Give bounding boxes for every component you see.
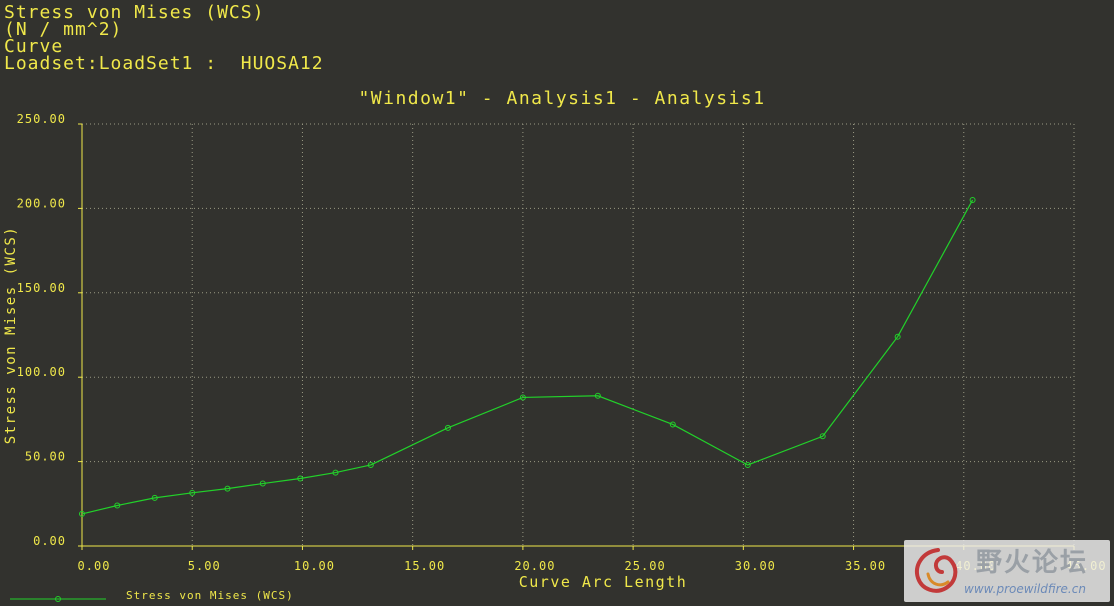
watermark-url: www.proewildfire.cn <box>964 582 1086 596</box>
data-point <box>332 469 339 476</box>
grid-lines <box>82 123 1075 546</box>
data-point <box>151 494 158 501</box>
result-quantity-label: Stress von Mises (WCS) <box>4 2 265 23</box>
data-point <box>224 485 231 492</box>
data-point <box>259 480 266 487</box>
series-layer <box>79 196 976 517</box>
x-tick-label: 30.00 <box>735 559 776 573</box>
legend: Stress von Mises (WCS) <box>10 589 294 602</box>
x-tick-label: 25.00 <box>625 559 666 573</box>
data-point <box>819 433 826 440</box>
y-tick-label: 0.00 <box>33 534 66 548</box>
tick-labels: 0.005.0010.0015.0020.0025.0030.0035.0040… <box>17 112 1106 573</box>
data-point <box>519 394 526 401</box>
y-tick-label: 100.00 <box>17 365 66 379</box>
chart-title: "Window1" - Analysis1 - Analysis1 <box>358 88 765 109</box>
series-line <box>81 199 974 515</box>
y-tick-label: 150.00 <box>17 281 66 295</box>
x-tick-label: 0.00 <box>78 559 111 573</box>
x-axis-label: Curve Arc Length <box>519 573 688 591</box>
legend-label: Stress von Mises (WCS) <box>126 589 294 602</box>
data-point <box>297 475 304 482</box>
watermark-forum-name: 野火论坛 <box>976 548 1089 578</box>
data-point <box>669 421 676 428</box>
data-point <box>594 392 601 399</box>
data-point <box>189 489 196 496</box>
x-tick-label: 35.00 <box>845 559 886 573</box>
result-units-label: (N / mm^2) <box>4 19 123 40</box>
y-tick-label: 250.00 <box>17 112 66 126</box>
data-point <box>744 461 751 468</box>
x-tick-label: 5.00 <box>188 559 221 573</box>
flame-logo-icon <box>915 548 958 593</box>
x-tick-label: 20.00 <box>514 559 555 573</box>
x-tick-label: 15.00 <box>404 559 445 573</box>
y-tick-label: 50.00 <box>25 450 66 464</box>
data-point <box>894 333 901 340</box>
data-point <box>969 196 976 203</box>
loadset-label: Loadset:LoadSet1 : HUOSA12 <box>4 53 324 74</box>
watermark: 野火论坛 www.proewildfire.cn <box>904 540 1110 602</box>
y-tick-label: 200.00 <box>17 196 66 210</box>
y-axis-label: Stress von Mises (WCS) <box>3 226 19 444</box>
data-point <box>444 424 451 431</box>
x-tick-label: 10.00 <box>294 559 335 573</box>
data-point <box>114 502 121 509</box>
data-point <box>367 461 374 468</box>
data-point <box>79 510 85 517</box>
legend-marker <box>55 596 61 602</box>
result-type-label: Curve <box>4 36 64 57</box>
